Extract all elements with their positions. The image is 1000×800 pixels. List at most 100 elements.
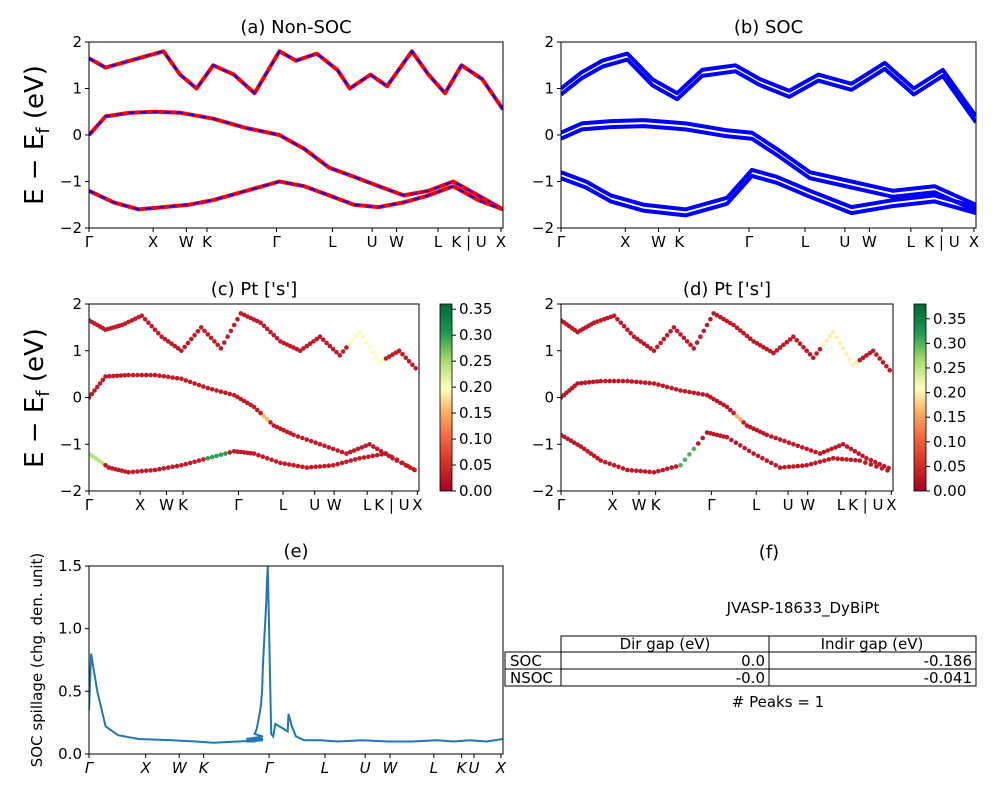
ytick-label-b-3: −1 xyxy=(532,173,554,191)
point-c-2-4-2 xyxy=(187,460,193,466)
ytick-label-b-4: −2 xyxy=(532,219,554,237)
point-d-2-1-5 xyxy=(595,456,600,461)
panel-d: (d) Pt ['s']210−1−2Γ X W K Γ L U W L K | U X0.350.… xyxy=(532,279,967,514)
point-d-2-5-3 xyxy=(691,446,697,452)
point-c-2-9-0 xyxy=(304,465,310,470)
point-d-2-2-4 xyxy=(616,464,621,470)
point-c-0-4-0 xyxy=(159,334,164,340)
cbtick-label-d-0: 0.35 xyxy=(933,310,966,328)
point-c-1-9-3 xyxy=(304,437,310,442)
point-c-1-7-4 xyxy=(264,417,270,422)
point-d-2-12-2 xyxy=(868,462,874,467)
xtick-label-d-10: X xyxy=(886,496,896,514)
point-c-0-9-4 xyxy=(271,332,277,338)
point-d-2-5-0 xyxy=(678,463,683,468)
point-c-0-5-3 xyxy=(189,336,194,342)
point-c-1-4-0 xyxy=(179,376,184,382)
point-c-1-11-1 xyxy=(348,449,353,455)
colorbar-c xyxy=(439,303,453,492)
point-d-0-11-4 xyxy=(784,339,790,345)
point-c-1-1-4 xyxy=(118,373,124,378)
ylabel-spillage: SOC spillage (chg. den. unit) xyxy=(28,553,46,768)
cbtick-label-d-4: 0.15 xyxy=(933,408,966,426)
point-d-2-9-0 xyxy=(777,465,783,470)
point-d-0-15-5 xyxy=(867,350,873,356)
ylabel-row2-unit: (eV) xyxy=(20,328,50,390)
point-c-0-7-4 xyxy=(231,322,237,328)
point-d-2-1-3 xyxy=(588,451,594,456)
point-c-2-8-0 xyxy=(278,460,283,466)
point-c-2-5-4 xyxy=(223,451,228,456)
point-d-0-3-5 xyxy=(628,330,633,336)
point-c-2-4-5 xyxy=(201,457,206,462)
point-d-1-9-2 xyxy=(773,435,778,441)
point-d-2-5-4 xyxy=(695,441,701,446)
point-d-0-12-0 xyxy=(791,334,796,340)
point-c-1-5-0 xyxy=(205,385,211,391)
xtick-label-a-10: X xyxy=(496,233,506,251)
xtick-label-e-10: U xyxy=(469,759,480,777)
point-c-2-12-1 xyxy=(389,454,394,460)
xtick-label-e-9: K xyxy=(457,759,468,777)
point-c-2-5-1 xyxy=(209,454,215,460)
point-c-2-12-4 xyxy=(405,463,411,469)
point-d-1-2-5 xyxy=(620,378,626,384)
point-d-1-2-3 xyxy=(611,378,617,384)
point-c-2-2-5 xyxy=(148,468,153,473)
point-c-1-7-1 xyxy=(254,407,260,413)
point-d-2-4-5 xyxy=(673,464,679,469)
xtick-label-c-7: W xyxy=(327,496,342,514)
point-d-1-2-1 xyxy=(603,378,608,384)
panel-title-e: (e) xyxy=(283,541,308,562)
point-c-1-5-3 xyxy=(218,389,224,395)
point-c-0-13-1 xyxy=(340,349,346,354)
point-c-1-0-3 xyxy=(95,384,100,390)
cbtick-label-d-6: 0.05 xyxy=(933,457,966,475)
ytick-label-e-1: 1.0 xyxy=(58,620,82,638)
point-c-2-9-3 xyxy=(317,464,323,469)
point-c-1-0-4 xyxy=(97,381,103,386)
point-d-0-12-5 xyxy=(807,352,813,357)
point-d-1-12-3 xyxy=(852,449,858,454)
point-c-0-9-5 xyxy=(274,336,280,341)
point-c-1-11-3 xyxy=(355,446,361,452)
point-c-0-4-1 xyxy=(162,336,168,342)
point-d-1-3-0 xyxy=(625,378,630,384)
gap-table-soc-label: SOC xyxy=(510,652,542,670)
point-c-1-9-2 xyxy=(300,435,305,441)
point-d-0-4-5 xyxy=(648,346,653,351)
point-d-1-7-0 xyxy=(724,404,730,410)
point-d-2-3-0 xyxy=(625,467,630,473)
point-c-1-7-0 xyxy=(251,404,257,410)
point-d-0-11-2 xyxy=(777,345,783,350)
point-d-2-2-1 xyxy=(603,459,608,465)
point-d-1-3-4 xyxy=(642,380,648,386)
point-c-1-11-0 xyxy=(344,451,349,456)
xtick-label-b-10: X xyxy=(969,233,979,251)
point-d-0-6-4 xyxy=(684,339,690,344)
point-c-0-5-5 xyxy=(195,329,201,334)
point-c-1-3-2 xyxy=(161,374,167,379)
point-c-0-4-5 xyxy=(175,346,181,351)
point-d-0-13-4 xyxy=(824,338,829,343)
xtick-label-c-9: K | U xyxy=(374,496,409,514)
ylabel-row2-sub: f xyxy=(33,390,54,397)
point-d-0-15-2 xyxy=(857,357,863,363)
cbtick-label-c-5: 0.10 xyxy=(459,430,492,448)
point-d-2-3-1 xyxy=(629,468,635,473)
point-d-0-15-3 xyxy=(860,355,866,361)
xtick-label-e-1: X xyxy=(140,759,152,777)
point-c-0-13-2 xyxy=(344,345,349,350)
point-c-1-4-1 xyxy=(183,378,189,383)
point-d-1-9-5 xyxy=(786,440,792,446)
ytick-label-d-1: 1 xyxy=(544,342,554,360)
point-d-0-11-5 xyxy=(787,337,793,342)
point-d-1-3-5 xyxy=(647,380,652,386)
point-c-1-3-5 xyxy=(174,375,180,381)
point-c-0-3-4 xyxy=(152,327,158,333)
cbtick-label-d-7: 0.00 xyxy=(933,482,966,500)
point-d-0-5-0 xyxy=(651,348,657,354)
point-d-0-4-4 xyxy=(645,343,650,349)
point-c-0-5-1 xyxy=(182,344,187,350)
point-c-2-10-2 xyxy=(339,460,345,466)
